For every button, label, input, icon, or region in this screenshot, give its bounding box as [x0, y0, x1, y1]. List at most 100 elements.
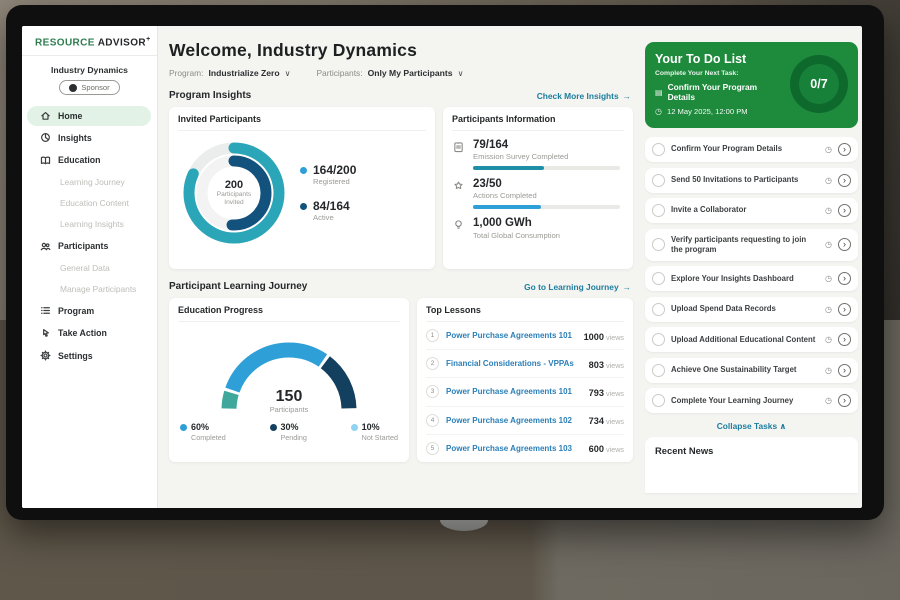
program-label: Program: [169, 68, 204, 78]
rank-badge: 1 [426, 329, 439, 343]
todo-progress-ring: 0/7 [790, 55, 848, 113]
todo-label: Confirm Your Program Details [671, 144, 783, 154]
checkbox-circle[interactable] [652, 333, 665, 347]
org-name: Industry Dynamics [51, 65, 128, 76]
survey-icon [452, 139, 465, 153]
lesson-row: 1 Power Purchase Agreements 101 1000 view… [426, 322, 624, 351]
todo-item[interactable]: Confirm Your Program Details ◷ › [645, 137, 858, 162]
todo-label: Send 50 Invitations to Participants [671, 174, 799, 184]
todo-item[interactable]: Send 50 Invitations to Participants ◷ › [645, 167, 858, 193]
chevron-right-icon[interactable]: › [838, 143, 851, 156]
participants-select[interactable]: Participants: Only My Participants ∨ [316, 68, 463, 78]
views-count: 803 [588, 359, 605, 370]
sidebar-item-label: Education Content [60, 198, 129, 209]
todo-item[interactable]: Upload Additional Educational Content ◷ … [645, 327, 858, 353]
todo-item[interactable]: Invite a Collaborator ◷ › [645, 198, 858, 223]
views-label: views [606, 388, 624, 398]
card-title: Education Progress [178, 305, 400, 322]
todo-item[interactable]: Complete Your Learning Journey ◷ › [645, 388, 858, 414]
todo-item[interactable]: Upload Spend Data Records ◷ › [645, 296, 858, 322]
todo-label: Upload Spend Data Records [671, 304, 776, 314]
checkbox-circle[interactable] [652, 173, 665, 187]
views-count: 793 [588, 387, 605, 398]
sidebar-item-insights[interactable]: Insights [27, 128, 151, 148]
todo-label: Complete Your Learning Journey [671, 395, 794, 405]
sidebar-item-label: Insights [58, 132, 92, 143]
legend-value: 10% [361, 422, 380, 432]
sidebar-item-general-data[interactable]: General Data [28, 259, 151, 277]
todo-label: Invite a Collaborator [671, 205, 747, 215]
checkbox-circle[interactable] [652, 143, 665, 156]
chevron-right-icon[interactable]: › [838, 302, 851, 316]
main-content: Welcome, Industry Dynamics Program: Indu… [158, 26, 641, 508]
checkbox-circle[interactable] [652, 238, 665, 252]
app-logo: RESOURCE ADVISOR+ [22, 26, 157, 57]
legend-pending: 30% Pending [269, 422, 307, 442]
sidebar-item-take-action[interactable]: Take Action [27, 323, 151, 343]
clock-icon: ◷ [825, 240, 832, 250]
rank-badge: 3 [426, 385, 439, 399]
lesson-link[interactable]: Financial Considerations - VPPAs [446, 359, 574, 369]
sidebar-item-label: Settings [58, 350, 93, 361]
settings-icon [39, 350, 51, 362]
check-more-insights-link[interactable]: Check More Insights → [537, 91, 631, 101]
sidebar-item-education-content[interactable]: Education Content [28, 194, 151, 212]
take-action-icon [39, 327, 51, 339]
arrow-right-icon: → [622, 90, 631, 101]
sidebar-item-learning-journey[interactable]: Learning Journey [28, 173, 151, 191]
lesson-link[interactable]: Power Purchase Agreements 102 [446, 415, 572, 425]
lesson-link[interactable]: Power Purchase Agreements 103 [446, 443, 572, 453]
chevron-right-icon[interactable]: › [838, 173, 851, 187]
views-count: 1000 [583, 331, 605, 342]
program-select[interactable]: Program: Industrialize Zero ∨ [169, 68, 290, 78]
program-icon [39, 305, 51, 317]
go-to-learning-journey-link[interactable]: Go to Learning Journey → [524, 282, 631, 292]
sidebar-item-label: Take Action [58, 328, 107, 339]
gauge-center-value: 150 [275, 388, 303, 405]
todo-item[interactable]: Achieve One Sustainability Target ◷ › [645, 357, 858, 383]
collapse-tasks-link[interactable]: Collapse Tasks ∧ [645, 421, 858, 431]
todo-panel: Your To Do List Complete Your Next Task:… [641, 26, 862, 508]
lesson-row: 5 Power Purchase Agreements 103 600 views [426, 435, 624, 462]
checkbox-circle[interactable] [652, 363, 665, 377]
metric-label: Actions Completed [473, 191, 537, 201]
link-label: Collapse Tasks [716, 421, 778, 432]
active-label: Active [313, 213, 334, 223]
checkbox-circle[interactable] [652, 272, 665, 286]
sidebar-item-program[interactable]: Program [27, 301, 151, 321]
checkbox-circle[interactable] [652, 394, 665, 408]
checkbox-circle[interactable] [652, 204, 665, 217]
lesson-link[interactable]: Power Purchase Agreements 101 [446, 331, 572, 341]
registered-label: Registered [313, 177, 350, 186]
donut-outer-arc [183, 142, 285, 244]
todo-label: Verify participants requesting to join t… [671, 234, 807, 254]
sidebar-item-participants[interactable]: Participants [27, 236, 151, 256]
rank-badge: 4 [426, 413, 439, 427]
participants-information-card: Participants Information 79/164 Emission… [443, 107, 633, 269]
checkbox-circle[interactable] [652, 302, 665, 316]
chevron-right-icon[interactable]: › [838, 204, 851, 217]
sidebar-item-settings[interactable]: Settings [27, 346, 151, 366]
legend-dot [350, 424, 358, 431]
chevron-right-icon[interactable]: › [838, 238, 851, 252]
sidebar-item-learning-insights[interactable]: Learning Insights [28, 215, 151, 233]
insights-icon [39, 132, 51, 144]
todo-item[interactable]: Verify participants requesting to join t… [645, 228, 858, 261]
chevron-right-icon[interactable]: › [838, 333, 851, 347]
todo-item[interactable]: Explore Your Insights Dashboard ◷ › [645, 266, 858, 292]
actions-progress-bar [473, 205, 620, 210]
sidebar-item-education[interactable]: Education [27, 150, 151, 170]
rank-badge: 2 [426, 357, 439, 371]
sidebar-item-manage-participants[interactable]: Manage Participants [28, 280, 151, 298]
metric-value: 1,000 GWh [473, 217, 532, 230]
top-lessons-card: Top Lessons 1 Power Purchase Agreements … [417, 298, 633, 462]
program-value: Industrialize Zero [208, 68, 280, 78]
invited-participants-card: Invited Participants 200 Participants In… [169, 107, 435, 269]
emission-progress-bar [473, 166, 620, 171]
chevron-right-icon[interactable]: › [838, 363, 851, 377]
due-date: 12 May 2025, 12:00 PM [666, 107, 748, 116]
sidebar-item-home[interactable]: Home [27, 105, 151, 126]
lesson-link[interactable]: Power Purchase Agreements 101 [446, 387, 572, 397]
chevron-right-icon[interactable]: › [838, 272, 851, 286]
chevron-right-icon[interactable]: › [838, 394, 851, 408]
